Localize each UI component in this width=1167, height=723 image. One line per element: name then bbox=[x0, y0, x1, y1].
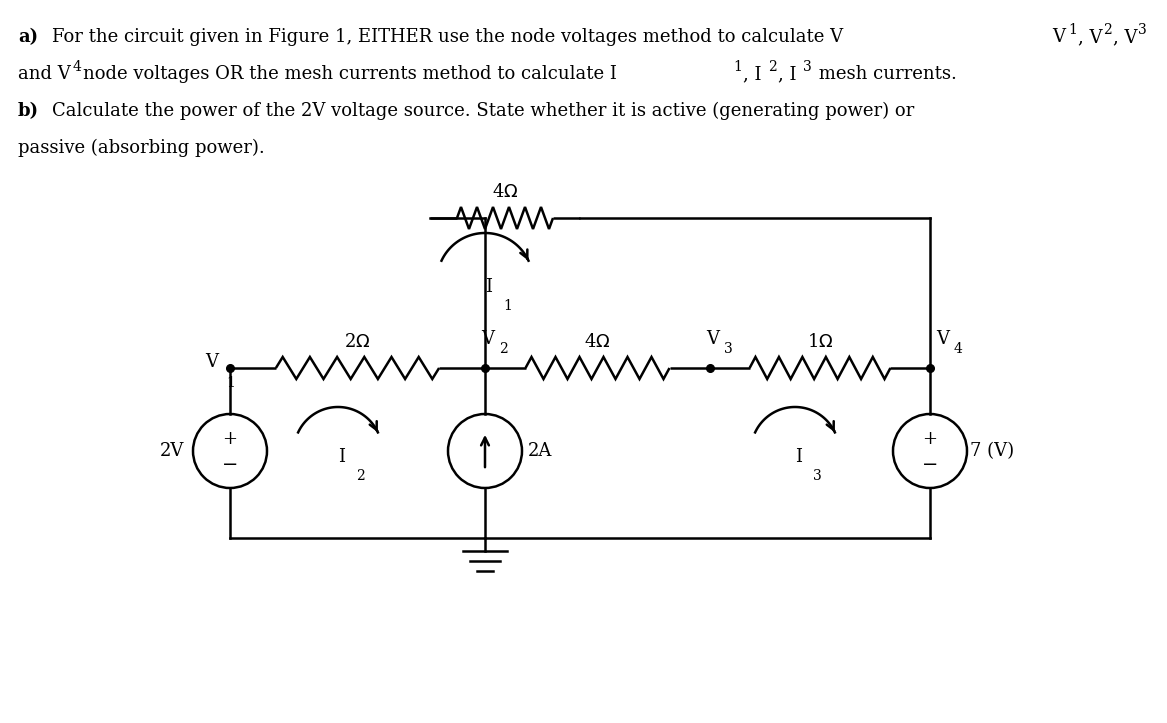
Text: 7 (V): 7 (V) bbox=[970, 442, 1014, 460]
Text: , V: , V bbox=[1113, 28, 1138, 46]
Text: 1$\Omega$: 1$\Omega$ bbox=[806, 333, 833, 351]
Text: −: − bbox=[222, 456, 238, 474]
Text: 4$\Omega$: 4$\Omega$ bbox=[585, 333, 610, 351]
Text: node voltages OR the mesh currents method to calculate I: node voltages OR the mesh currents metho… bbox=[83, 65, 617, 83]
Text: I: I bbox=[485, 278, 492, 296]
Text: I: I bbox=[338, 448, 345, 466]
Text: 4: 4 bbox=[74, 60, 82, 74]
Text: 1: 1 bbox=[503, 299, 512, 313]
Text: passive (absorbing power).: passive (absorbing power). bbox=[18, 139, 265, 157]
Text: +: + bbox=[922, 430, 937, 448]
Text: 2A: 2A bbox=[527, 442, 552, 460]
Text: V: V bbox=[1051, 28, 1065, 46]
Text: 1: 1 bbox=[1068, 23, 1077, 37]
Text: , V: , V bbox=[1078, 28, 1103, 46]
Text: 1: 1 bbox=[226, 376, 235, 390]
Text: and V: and V bbox=[18, 65, 71, 83]
Text: Calculate the power of the 2V voltage source. State whether it is active (genera: Calculate the power of the 2V voltage so… bbox=[53, 102, 914, 120]
Text: V: V bbox=[205, 353, 218, 371]
Text: 1: 1 bbox=[733, 60, 742, 74]
Text: b): b) bbox=[18, 102, 40, 120]
Text: 3: 3 bbox=[724, 342, 733, 356]
Text: 3: 3 bbox=[813, 469, 822, 483]
Text: V: V bbox=[706, 330, 719, 348]
Text: 3: 3 bbox=[803, 60, 812, 74]
Text: 2: 2 bbox=[768, 60, 777, 74]
Text: , I: , I bbox=[743, 65, 762, 83]
Text: a): a) bbox=[18, 28, 39, 46]
Text: −: − bbox=[922, 456, 938, 474]
Text: For the circuit given in Figure 1, EITHER use the node voltages method to calcul: For the circuit given in Figure 1, EITHE… bbox=[53, 28, 843, 46]
Text: mesh currents.: mesh currents. bbox=[813, 65, 957, 83]
Text: 2: 2 bbox=[1103, 23, 1112, 37]
Text: 4: 4 bbox=[953, 342, 963, 356]
Text: , I: , I bbox=[778, 65, 797, 83]
Text: +: + bbox=[223, 430, 238, 448]
Text: 4$\Omega$: 4$\Omega$ bbox=[491, 183, 518, 201]
Text: 2$\Omega$: 2$\Omega$ bbox=[344, 333, 371, 351]
Text: 2V: 2V bbox=[160, 442, 184, 460]
Text: I: I bbox=[796, 448, 803, 466]
Text: 3: 3 bbox=[1138, 23, 1147, 37]
Text: 2: 2 bbox=[356, 469, 365, 483]
Text: 2: 2 bbox=[499, 342, 508, 356]
Text: V: V bbox=[481, 330, 494, 348]
Text: V: V bbox=[936, 330, 949, 348]
